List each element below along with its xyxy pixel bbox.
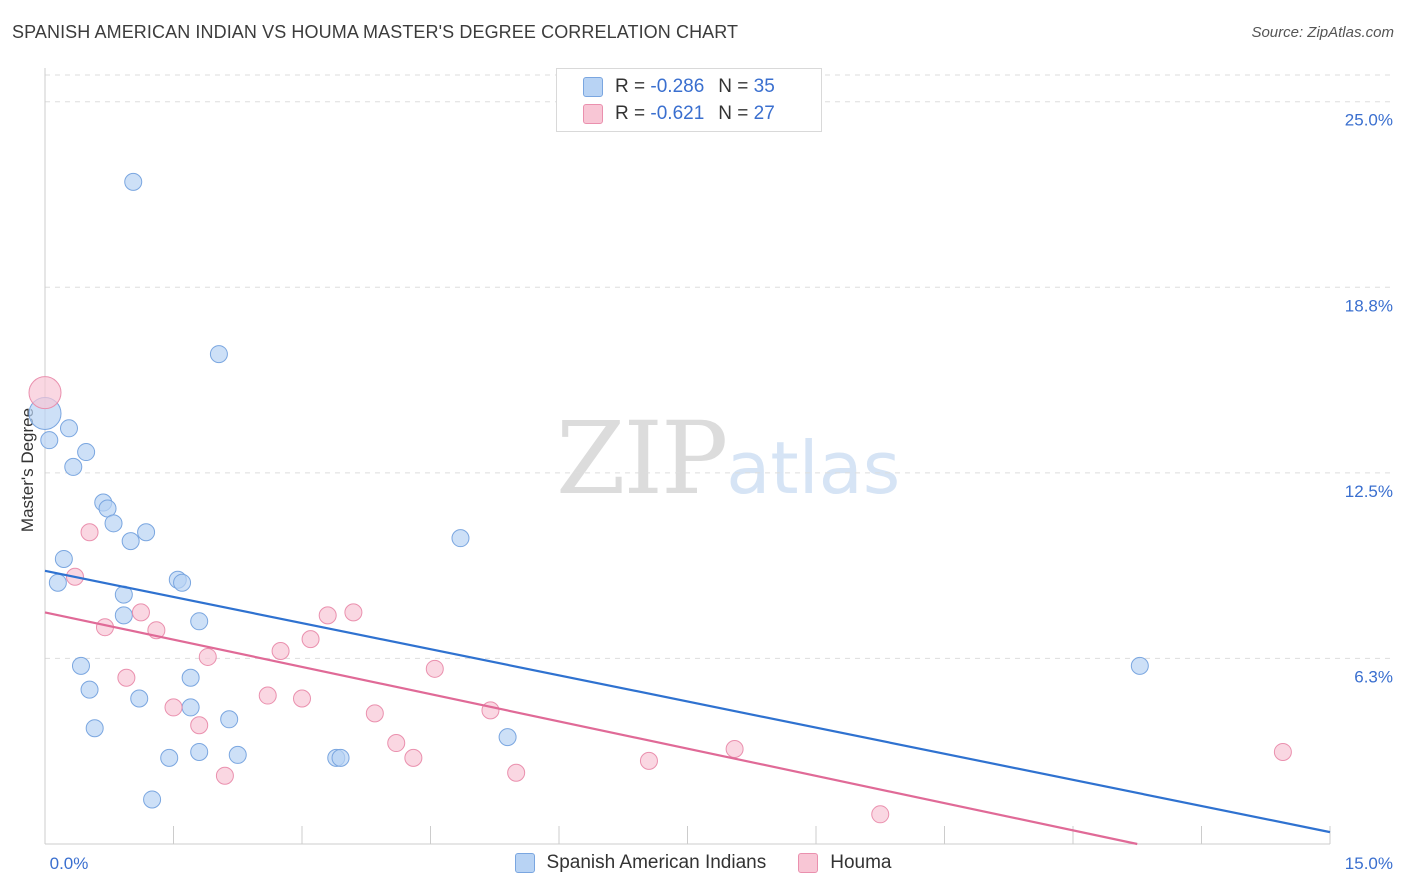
y-tick-label: 25.0%	[1345, 111, 1393, 130]
pink-point	[198, 647, 217, 666]
blue-point	[181, 668, 200, 687]
legend-r-value: -0.621	[650, 103, 705, 124]
blue-point	[190, 612, 209, 631]
blue-point	[64, 457, 83, 476]
pink-point	[1273, 742, 1292, 761]
pink-point	[293, 689, 311, 708]
pink-point	[639, 751, 658, 770]
blue-point	[85, 719, 104, 738]
pink-point	[117, 668, 136, 687]
y-tick-label: 6.3%	[1354, 667, 1393, 686]
pink-point	[481, 701, 500, 720]
blue-point	[209, 345, 228, 364]
blue-point	[160, 748, 179, 767]
watermark-zip: ZIP	[556, 400, 728, 517]
legend-item-spanish-american-indians[interactable]: Spanish American Indians	[514, 852, 767, 874]
blue-swatch-icon	[583, 77, 603, 97]
watermark: ZIPatlas	[556, 400, 900, 517]
legend-item-houma[interactable]: Houma	[798, 852, 891, 874]
blue-point	[130, 689, 149, 708]
chart-title: SPANISH AMERICAN INDIAN VS HOUMA MASTER'…	[12, 22, 739, 42]
pink-point	[344, 603, 363, 622]
blue-trend-line	[44, 569, 1331, 834]
blue-point	[121, 532, 140, 551]
pink-point	[215, 766, 234, 785]
pink-point	[725, 739, 744, 758]
y-tick-label: 18.8%	[1345, 296, 1393, 315]
blue-point	[143, 790, 162, 809]
legend-n-value: 27	[753, 103, 775, 124]
legend-r-label: R =	[615, 103, 646, 124]
blue-point	[54, 549, 73, 568]
pink-point	[301, 630, 320, 649]
legend-item-label: Houma	[830, 852, 892, 873]
pink-point	[164, 698, 183, 717]
blue-point	[137, 523, 156, 542]
legend-r-value: -0.286	[650, 76, 705, 97]
legend-r-label: R =	[615, 76, 646, 97]
blue-point	[498, 728, 517, 747]
pink-point	[365, 704, 384, 723]
blue-point	[48, 573, 67, 592]
pink-point	[318, 606, 337, 625]
legend-n-label: N =	[718, 76, 749, 97]
pink-point	[271, 642, 290, 660]
legend-n-label: N =	[718, 103, 749, 124]
y-tick-label: 12.5%	[1345, 482, 1393, 501]
x-tick-label: 15.0%	[1345, 854, 1393, 873]
blue-point	[124, 172, 143, 191]
pink-point	[131, 603, 150, 622]
pink-swatch-icon	[798, 853, 819, 873]
correlation-legend: R = -0.286 N = 35 R = -0.621 N = 27	[556, 68, 822, 132]
blue-point	[1130, 656, 1149, 675]
blue-point	[59, 419, 78, 438]
pink-trend-line	[44, 611, 1138, 846]
blue-point	[40, 431, 59, 450]
pink-point	[80, 523, 99, 542]
series-legend: Spanish American Indians Houma	[0, 852, 1406, 874]
pink-point	[258, 686, 277, 705]
pink-point	[425, 659, 444, 678]
pink-point	[871, 805, 890, 824]
blue-point	[190, 742, 209, 761]
pink-point	[190, 716, 209, 735]
blue-point	[71, 656, 90, 675]
blue-point	[181, 698, 200, 717]
legend-row-pink: R = -0.621 N = 27	[583, 101, 775, 127]
blue-point	[173, 573, 192, 592]
blue-point	[104, 514, 123, 533]
legend-item-label: Spanish American Indians	[546, 852, 767, 873]
pink-point	[387, 734, 406, 753]
pink-swatch-icon	[583, 104, 603, 124]
legend-row-blue: R = -0.286 N = 35	[583, 74, 775, 100]
watermark-atlas: atlas	[726, 426, 901, 510]
blue-point	[220, 710, 239, 729]
blue-point	[228, 745, 247, 764]
pink-point	[404, 748, 423, 767]
blue-point	[80, 680, 99, 699]
x-tick-label: 0.0%	[50, 854, 89, 873]
blue-swatch-icon	[514, 853, 535, 873]
blue-point	[114, 606, 133, 625]
blue-point	[331, 748, 350, 767]
blue-point	[451, 529, 470, 548]
pink-point	[28, 376, 62, 410]
blue-point	[77, 443, 96, 462]
pink-point	[507, 763, 526, 782]
source-label: Source: ZipAtlas.com	[1251, 24, 1394, 41]
legend-n-value: 35	[753, 76, 775, 97]
